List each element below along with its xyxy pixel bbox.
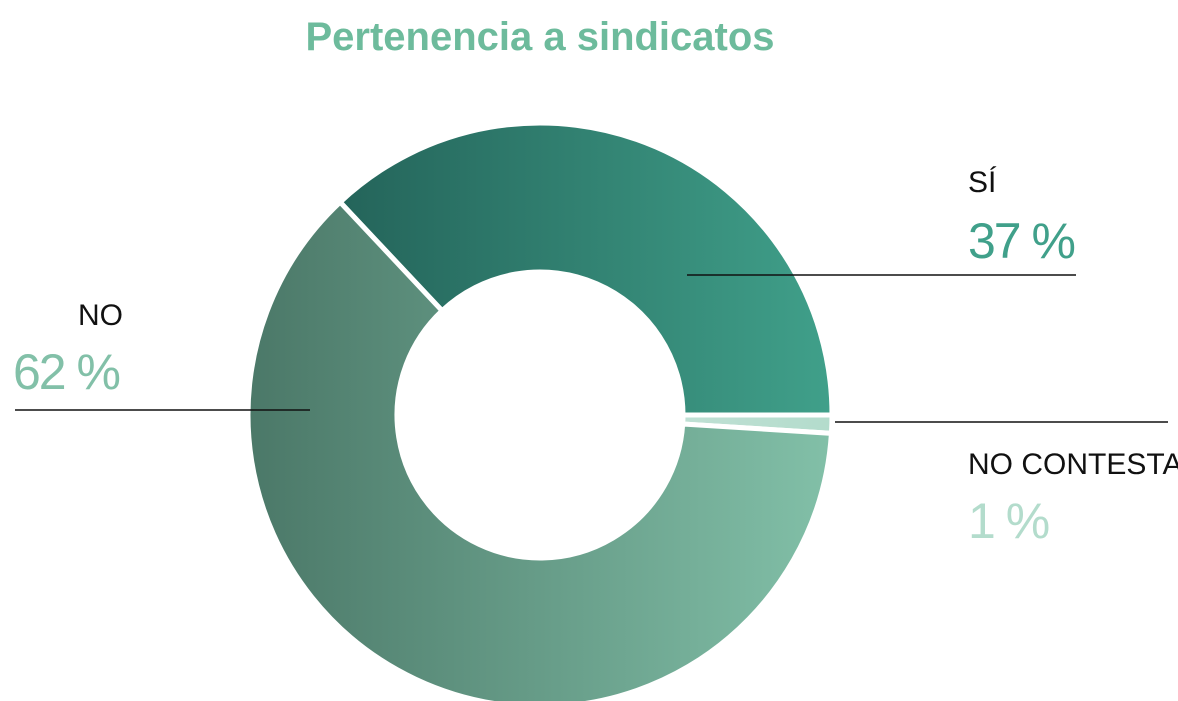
slice-label: NO: [78, 299, 123, 332]
donut-slice: [245, 198, 835, 701]
donut-slice: [336, 120, 835, 418]
slice-label: NO CONTESTA: [968, 448, 1178, 481]
slice-value-label: 1 %: [968, 493, 1049, 549]
slice-value-label: 37 %: [968, 213, 1075, 269]
chart-title: Pertenencia a sindicatos: [305, 15, 774, 59]
slice-value-label: 62 %: [13, 344, 120, 400]
slice-label: SÍ: [968, 166, 997, 199]
